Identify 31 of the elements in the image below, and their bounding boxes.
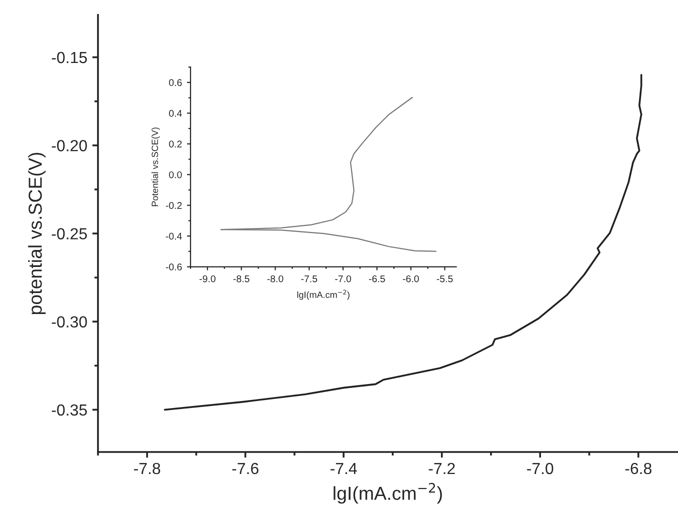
- x-tick-label: -5.5: [436, 275, 453, 282]
- y-tick-label: 0.2: [169, 140, 182, 148]
- line-series: [164, 74, 642, 411]
- x-tick-label: -6.5: [369, 275, 385, 282]
- y-tick-label: -0.35: [52, 404, 87, 416]
- x-tick-label: -7.6: [232, 462, 258, 474]
- x-tick-label: -7.5: [301, 275, 318, 282]
- x-tick-label: -8.5: [233, 275, 250, 282]
- y-tick-label: -0.25: [52, 228, 87, 240]
- y-tick-label: -0.2: [166, 202, 182, 209]
- x-tick-label: -8.0: [267, 275, 284, 282]
- x-tick-label: -6.0: [402, 275, 419, 282]
- x-tick-label: -7.0: [527, 462, 554, 474]
- x-tick-label: -6.8: [625, 462, 652, 474]
- y-tick-label: 0.0: [169, 171, 182, 178]
- x-tick-label: -7.8: [134, 462, 160, 474]
- y-tick-label: -0.6: [166, 264, 182, 270]
- y-tick-label: -0.15: [52, 52, 87, 64]
- x-tick-label: -7.2: [428, 462, 455, 474]
- x-axis-title: lgI(mA.cm$^{−2}$): [297, 290, 350, 300]
- y-tick-label: -0.4: [166, 232, 182, 240]
- y-tick-label: -0.30: [52, 316, 87, 328]
- x-tick-label: -7.4: [330, 463, 357, 474]
- y-tick-label: -0.20: [52, 140, 87, 152]
- x-axis-title: lgI(mA.cm$^{−2}$): [334, 482, 442, 504]
- x-tick-label: -7.0: [335, 275, 352, 282]
- y-axis-title: Potential vs.SCE(V): [151, 128, 160, 206]
- x-tick-label: -9.0: [200, 275, 216, 282]
- y-axis-title: potential vs.SCE(V): [28, 152, 46, 314]
- y-tick-label: 0.4: [169, 110, 182, 117]
- y-tick-label: 0.6: [169, 79, 182, 86]
